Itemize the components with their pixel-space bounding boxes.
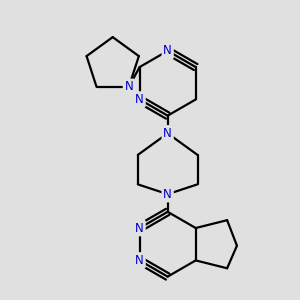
Text: N: N (135, 254, 144, 267)
Text: N: N (163, 188, 172, 201)
Text: N: N (124, 80, 133, 93)
Text: N: N (163, 44, 172, 57)
Text: N: N (163, 127, 172, 140)
Text: N: N (135, 93, 144, 106)
Text: N: N (135, 221, 144, 235)
